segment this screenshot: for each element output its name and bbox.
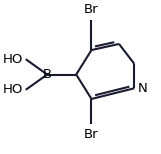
Text: HO: HO <box>3 53 24 66</box>
Text: Br: Br <box>84 128 99 141</box>
Text: Br: Br <box>84 3 99 16</box>
Text: N: N <box>138 82 148 95</box>
Text: B: B <box>43 68 52 81</box>
Text: HO: HO <box>3 83 24 96</box>
